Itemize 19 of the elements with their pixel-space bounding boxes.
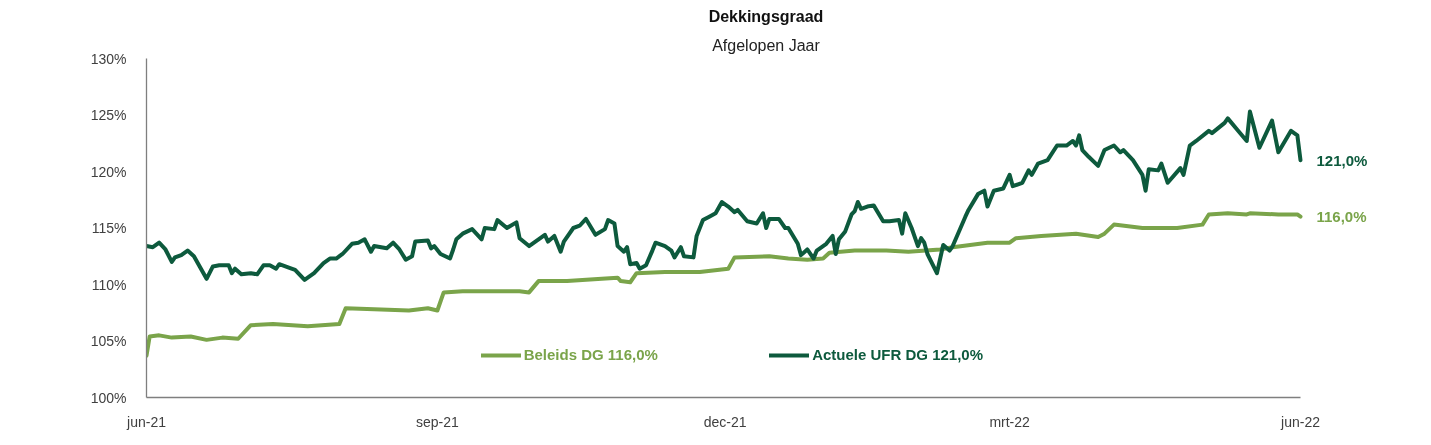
legend-label: Actuele UFR DG 121,0% xyxy=(812,346,984,363)
y-tick-label: 120% xyxy=(90,163,127,180)
y-tick-label: 125% xyxy=(90,107,127,123)
annotation: 121,0% xyxy=(1316,151,1368,169)
x-tick-label: jun-21 xyxy=(126,413,167,430)
x-tick-label: dec-21 xyxy=(703,413,747,430)
line-series xyxy=(146,109,1303,282)
x-tick-label: mrt-22 xyxy=(989,413,1031,430)
chart-subtitle: Afgelopen Jaar xyxy=(712,36,821,54)
legend-label: Beleids DG 116,0% xyxy=(523,346,658,363)
y-tick-label: 105% xyxy=(90,333,127,349)
y-tick-label: 130% xyxy=(90,50,127,67)
chart-title: Dekkingsgraad xyxy=(708,7,824,25)
y-tick-label: 110% xyxy=(91,276,127,293)
y-tick-label: 100% xyxy=(90,389,127,406)
y-tick-label: 115% xyxy=(91,220,127,236)
x-tick-label: jun-22 xyxy=(1280,413,1321,430)
annotation: 116,0% xyxy=(1316,208,1367,226)
x-tick-label: sep-21 xyxy=(415,413,459,430)
